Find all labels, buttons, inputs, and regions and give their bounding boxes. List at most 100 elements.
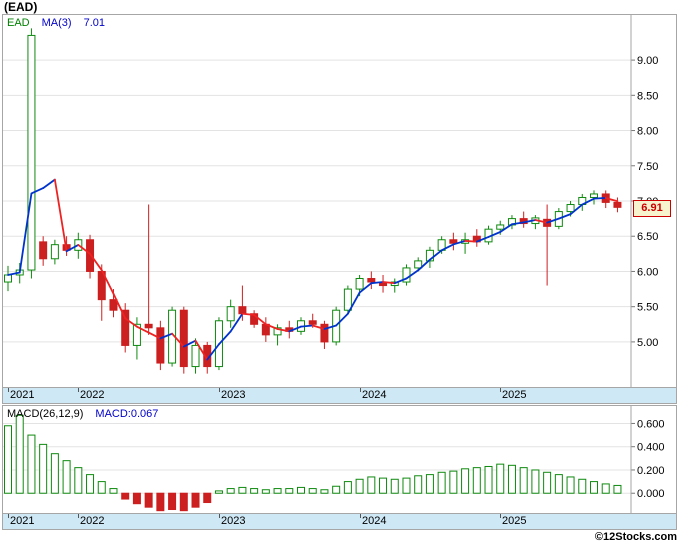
candle-body	[414, 260, 423, 269]
ma-line-segment	[323, 324, 338, 330]
candle-body	[191, 344, 200, 368]
macd-bar-positive	[50, 453, 59, 494]
y-tick-label: 6.00	[637, 266, 658, 278]
ma-line-segment	[159, 332, 173, 340]
ma-line-segment	[370, 281, 384, 285]
ma-line-segment	[300, 324, 314, 328]
candle-body	[109, 299, 118, 311]
ma-line-segment	[335, 312, 349, 327]
macd-bar-negative	[179, 492, 188, 512]
ma-line-segment	[77, 244, 91, 255]
macd-bar-positive	[484, 465, 493, 494]
candle-body	[308, 320, 317, 325]
ma-line-segment	[429, 249, 443, 261]
ma-line-segment	[136, 325, 150, 334]
ma-line-segment	[487, 231, 502, 238]
ma-line-segment	[276, 328, 291, 333]
ma-line-segment	[464, 240, 478, 243]
ma-line-segment	[604, 197, 619, 203]
ma-line-segment	[171, 332, 185, 348]
y-tick-label: 0.200	[637, 465, 665, 477]
candle-body	[566, 204, 575, 213]
macd-bar-negative	[121, 492, 130, 500]
ma-line-segment	[358, 282, 373, 294]
macd-bar-positive	[297, 486, 305, 494]
macd-bar-negative	[144, 492, 153, 508]
macd-bar-positive	[414, 475, 423, 494]
ma-line-segment	[569, 203, 584, 216]
x-axis-year-tick	[360, 388, 361, 392]
x-axis-year-tick	[500, 514, 501, 518]
candle-body	[343, 288, 352, 311]
macd-bar-positive	[74, 467, 83, 494]
x-axis-year-tick	[360, 514, 361, 518]
macd-bar-positive	[425, 474, 434, 494]
page-title: (EAD)	[4, 0, 38, 14]
legend-symbol: EAD	[7, 17, 30, 29]
ma-line-segment	[253, 314, 267, 326]
macd-chart-svg: 0.600 0.400 0.200 0.000	[3, 406, 665, 513]
ma-line-segment	[511, 221, 525, 226]
candle-body	[367, 278, 376, 283]
candle-body	[613, 201, 622, 208]
candle-body	[50, 244, 59, 260]
ma-line-segment	[546, 217, 560, 224]
x-axis-year-label: 2024	[362, 515, 387, 527]
ma-line-segment	[218, 330, 232, 346]
candle-body	[496, 224, 505, 230]
macd-bar-positive	[402, 477, 411, 494]
macd-bar-positive	[4, 425, 12, 494]
candle-body	[156, 327, 165, 364]
ma-line-segment	[42, 178, 56, 189]
candle-body	[121, 309, 130, 346]
ma-line-segment	[393, 277, 408, 285]
ma-line-segment	[499, 223, 513, 233]
macd-bar-positive	[566, 476, 575, 494]
legend-ma-value: 7.01	[83, 17, 105, 29]
ma-line-segment	[229, 312, 244, 333]
ma-line-segment	[346, 291, 361, 315]
candle-body	[590, 193, 598, 198]
y-tick-label: 7.50	[637, 161, 658, 173]
ma-line-segment	[405, 269, 420, 280]
ma-line-segment	[65, 244, 80, 253]
x-axis-year-tick	[8, 388, 9, 392]
price-legend: EAD MA(3) 7.01	[7, 17, 105, 29]
y-tick-label: 5.00	[637, 337, 658, 349]
y-tick-label: 0.600	[637, 418, 665, 430]
macd-legend: MACD(26,12,9) MACD:0.067	[7, 408, 158, 420]
candle-body	[144, 323, 153, 329]
x-axis-year-tick	[500, 388, 501, 392]
y-tick-label: 0.400	[637, 442, 665, 454]
legend-ma-label: MA(3)	[41, 17, 72, 29]
macd-bar-positive	[62, 460, 71, 494]
x-axis-year-label: 2024	[362, 389, 387, 401]
macd-bar-positive	[109, 488, 118, 494]
ma-line-segment	[522, 219, 537, 224]
x-axis-year-label: 2021	[10, 515, 35, 527]
macd-bar-positive	[554, 474, 563, 494]
candle-body	[39, 241, 48, 260]
macd-bar-positive	[273, 488, 282, 494]
macd-bar-positive	[390, 478, 399, 494]
price-chart-svg: 9.008.508.007.507.006.506.005.505.00	[3, 15, 658, 387]
ma-line-segment	[475, 236, 490, 243]
ma-line-segment	[534, 219, 549, 224]
candle-body	[132, 323, 141, 346]
x-axis-year-label: 2023	[221, 389, 246, 401]
y-tick-label: 9.00	[637, 55, 658, 67]
macd-value: MACD:0.067	[95, 408, 159, 420]
ma-line-segment	[124, 317, 138, 328]
y-tick-label: 8.50	[637, 90, 658, 102]
ma-line-segment	[53, 178, 68, 253]
ma-line-segment	[147, 331, 162, 340]
macd-bar-positive	[343, 481, 352, 494]
macd-bar-positive	[332, 485, 341, 494]
macd-bar-positive	[496, 463, 505, 494]
candle-body	[449, 239, 458, 244]
last-price-badge: 6.91	[633, 200, 671, 217]
ma-line-segment	[241, 312, 256, 316]
y-tick-label: 8.00	[637, 126, 658, 138]
macd-bar-positive	[461, 468, 470, 494]
